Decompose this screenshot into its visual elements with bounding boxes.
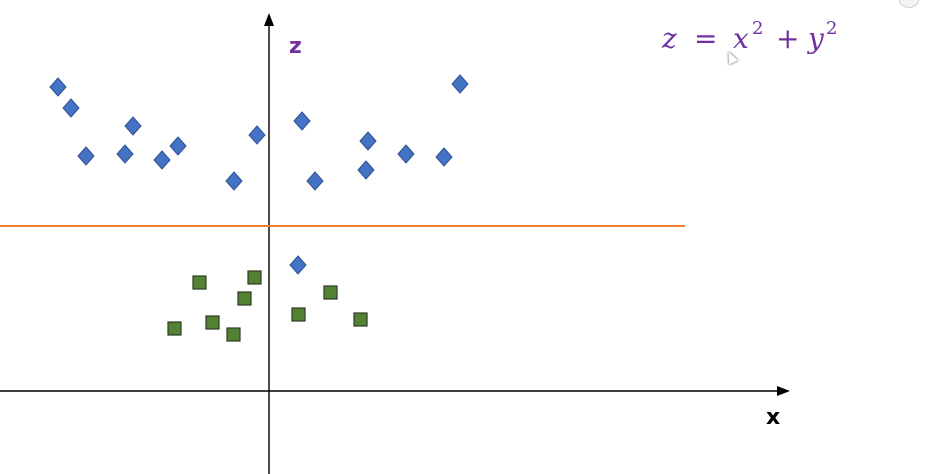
blue-diamond-point	[124, 116, 142, 136]
green-square-point	[205, 315, 220, 330]
blue-diamond-point	[169, 136, 187, 156]
green-square-point	[237, 291, 252, 306]
green-square-point	[226, 327, 241, 342]
formula-x-term: x	[733, 22, 749, 55]
z-axis-arrowhead	[264, 13, 274, 26]
blue-diamond-point	[293, 111, 311, 131]
blue-diamond-point	[49, 77, 67, 97]
formula-plus: +	[776, 22, 799, 55]
blue-diamond-point	[77, 146, 95, 166]
green-square-point	[323, 285, 338, 300]
z-axis-label: z	[289, 34, 302, 59]
formula-y-exponent: 2	[826, 18, 837, 39]
blue-diamond-point	[153, 150, 171, 170]
green-square-point	[192, 275, 207, 290]
blue-diamond-points	[49, 74, 469, 275]
green-square-points	[167, 270, 368, 342]
green-square-point	[291, 307, 306, 322]
blue-diamond-point	[435, 147, 453, 167]
green-square-point	[353, 312, 368, 327]
formula-y-term: y	[806, 22, 825, 55]
blue-diamond-point	[451, 74, 469, 94]
blue-diamond-point	[397, 144, 415, 164]
x-axis-label: x	[766, 405, 780, 430]
blue-diamond-point	[248, 125, 266, 145]
blue-diamond-point	[357, 160, 375, 180]
green-square-point	[247, 270, 262, 285]
formula-x-exponent: 2	[752, 18, 763, 39]
x-axis-arrowhead	[777, 386, 790, 396]
formula-equals: =	[694, 22, 717, 55]
blue-diamond-point	[289, 255, 307, 275]
formula-lhs: z	[661, 22, 677, 55]
blue-diamond-point	[306, 171, 324, 191]
blue-diamond-point	[359, 131, 377, 151]
green-square-point	[167, 321, 182, 336]
blue-diamond-point	[62, 98, 80, 118]
blue-diamond-point	[116, 144, 134, 164]
formula: z = x 2 + y 2	[661, 18, 837, 55]
blue-diamond-point	[225, 171, 243, 191]
